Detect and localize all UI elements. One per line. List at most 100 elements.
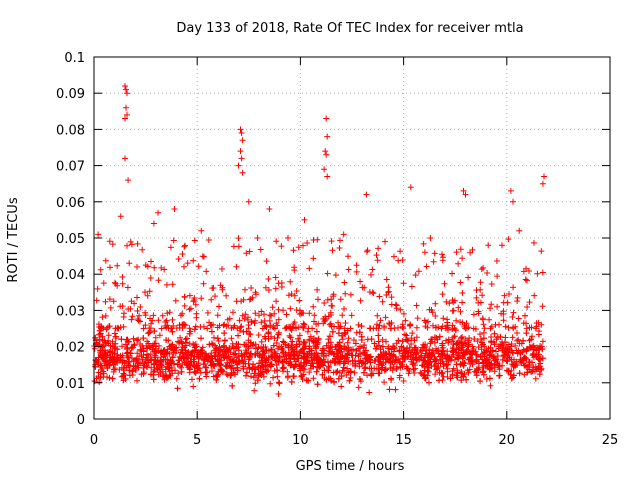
data-point [200,280,207,287]
data-point [417,354,424,361]
data-point [154,365,161,372]
data-point [387,365,394,372]
data-point [282,325,289,332]
data-point [134,377,140,384]
data-point [471,336,478,342]
data-point [463,376,470,383]
data-point [520,337,527,344]
data-point [221,337,228,344]
data-point [421,357,428,364]
data-point [432,371,439,378]
data-point [459,353,466,360]
data-point [213,376,220,383]
data-point [385,288,392,295]
data-point [230,309,236,316]
data-point [460,187,467,194]
data-point [463,320,470,327]
data-point [289,338,296,345]
data-point [330,351,337,358]
data-point [262,335,269,342]
data-point [344,351,351,358]
y-axis-label: ROTI / TECUs [6,197,21,282]
data-point [411,337,418,344]
data-point [326,321,333,328]
data-point [477,353,484,360]
data-point [141,360,148,367]
data-point [119,280,126,287]
data-point [230,351,237,358]
data-point [223,292,230,299]
data-point [242,286,248,293]
data-point [328,296,335,303]
data-point [164,360,171,366]
data-point [287,362,294,369]
data-point [420,240,427,247]
data-point [259,369,266,376]
data-point [432,366,439,373]
data-point [351,369,358,376]
data-point [321,300,328,306]
data-point [275,379,282,386]
data-point [203,268,210,275]
data-point [251,351,258,358]
data-point [335,319,342,326]
data-point [440,373,447,380]
data-point [202,361,208,367]
data-point [100,370,107,377]
data-point [289,344,295,351]
data-point [300,242,306,249]
data-point [224,316,231,323]
data-point [273,238,280,245]
data-point [398,343,405,350]
data-point [238,353,245,360]
data-point [133,357,140,364]
data-point [296,297,303,304]
data-point [268,353,275,360]
data-point [144,351,150,358]
data-point [390,352,397,359]
data-point [214,312,221,319]
data-point [134,263,140,270]
data-point [150,220,157,227]
data-point [449,322,456,329]
data-point [100,280,107,287]
data-point [140,335,147,342]
data-point [164,363,171,370]
data-point [236,317,243,324]
data-point [342,320,349,326]
data-point [245,198,252,205]
y-tick-label: 0 [77,413,85,428]
data-point [301,339,308,346]
y-tick-label: 0.07 [56,160,85,175]
data-point [235,243,242,250]
data-point [523,325,530,332]
data-point [208,350,215,357]
data-point [395,337,402,344]
data-point [459,290,466,296]
data-point [189,376,195,383]
data-point [140,345,147,352]
data-point [529,333,535,340]
data-point [372,345,379,352]
x-tick-label: 5 [193,433,201,448]
data-point [338,373,345,380]
data-point [247,339,254,346]
data-point [282,351,289,358]
data-point [355,353,362,360]
data-point [314,286,321,293]
data-point [233,340,240,347]
data-point [505,236,512,243]
data-point [128,298,135,305]
data-point [186,292,193,299]
data-point [381,367,388,374]
data-point [320,345,327,352]
data-point [446,300,453,307]
data-point [253,345,259,352]
data-point [106,238,113,245]
data-point [103,352,110,359]
data-point [499,242,505,249]
data-point [205,237,212,243]
y-tick-labels: 0 0.01 0.02 0.03 0.04 0.05 0.06 0.07 0.08 0.09 0.1 [56,51,85,428]
data-point [163,337,170,343]
data-point [324,133,331,140]
